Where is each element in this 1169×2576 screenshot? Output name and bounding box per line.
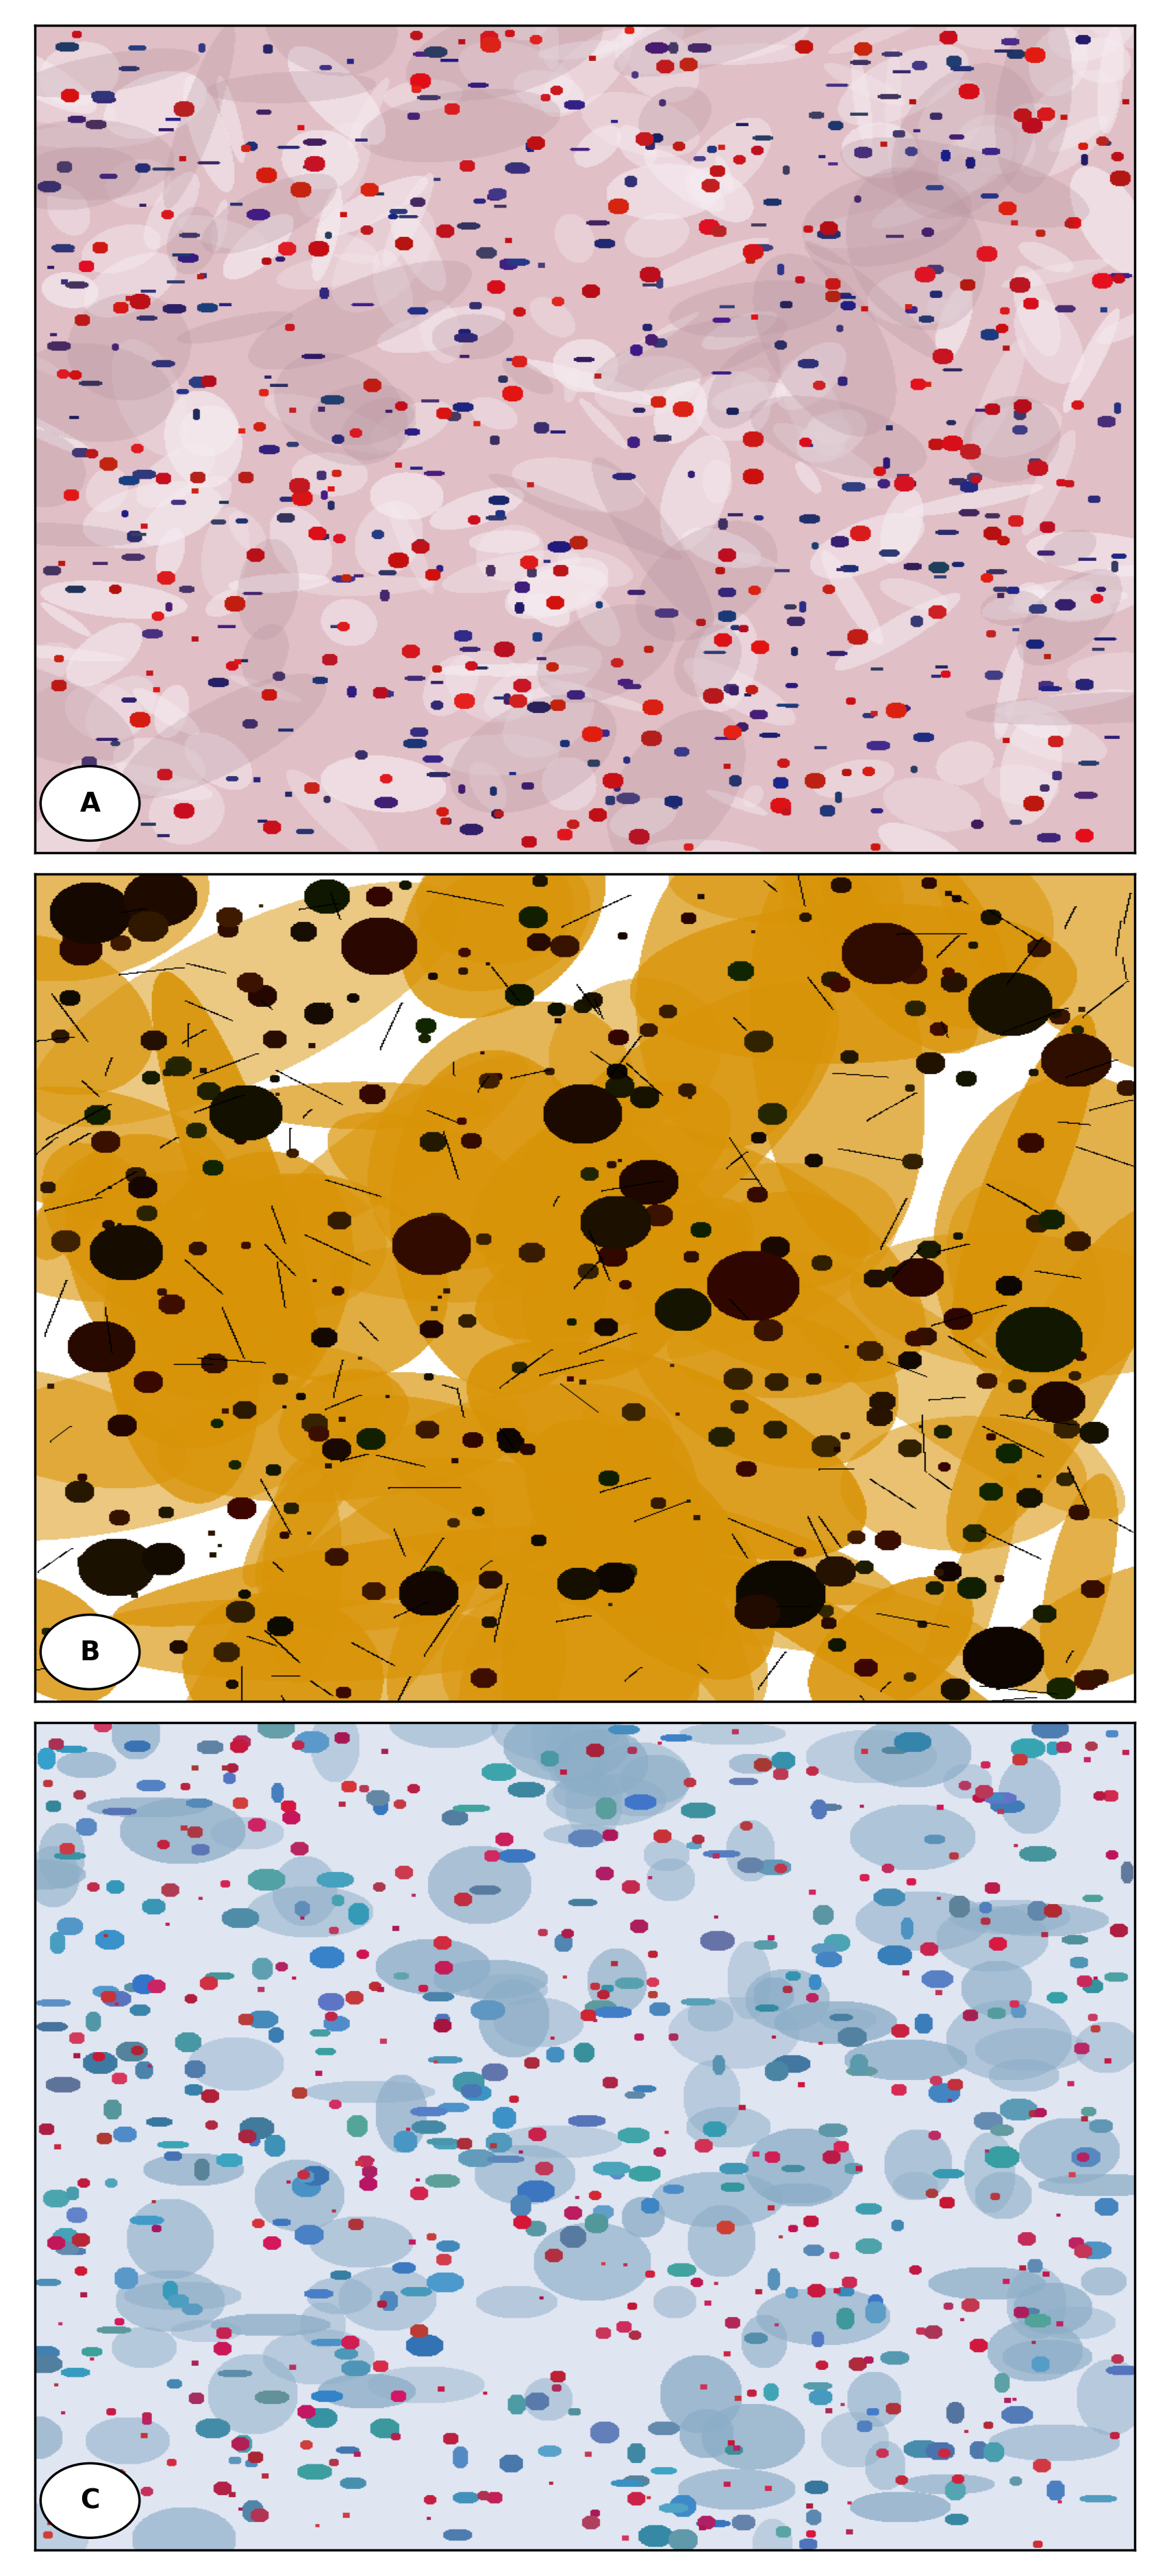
Circle shape [41,1615,139,1690]
Text: A: A [79,791,101,817]
Text: B: B [79,1638,101,1664]
Circle shape [41,2463,139,2537]
Circle shape [41,768,139,842]
Text: C: C [81,2488,99,2514]
